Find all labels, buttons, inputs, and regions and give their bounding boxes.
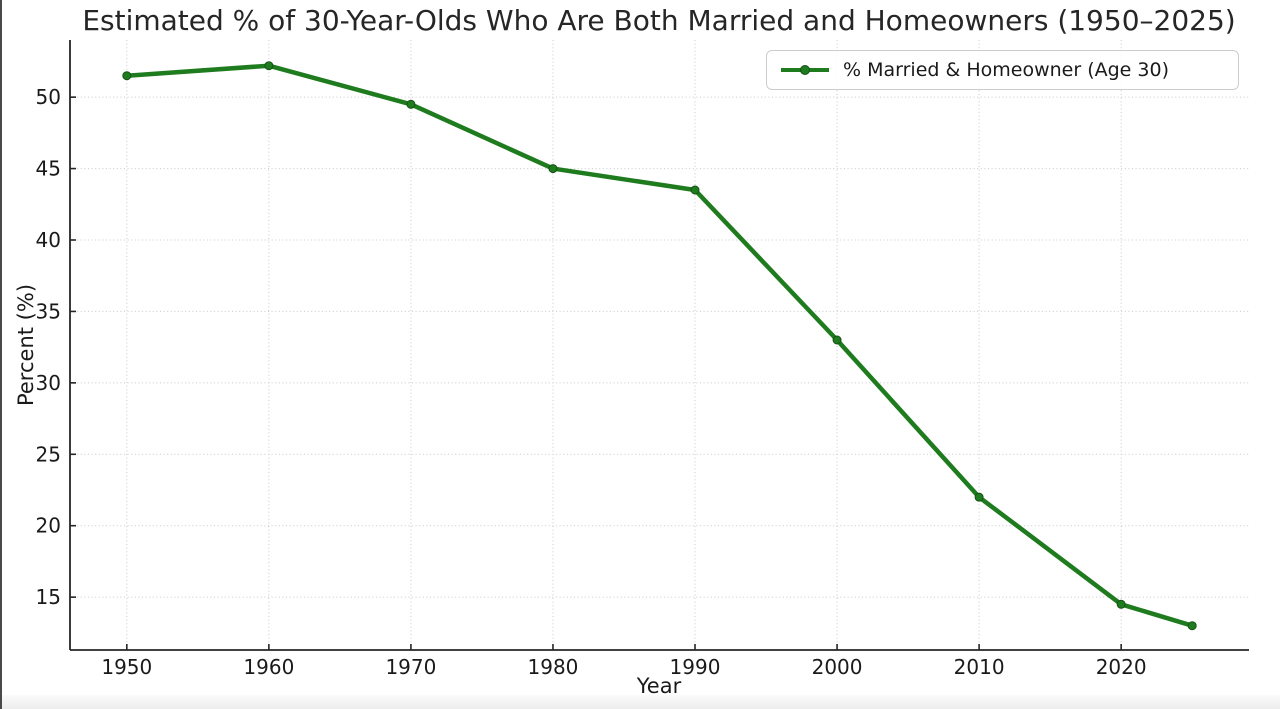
y-tick-label: 45 bbox=[36, 157, 61, 181]
x-tick-label: 1980 bbox=[528, 655, 579, 679]
data-point-marker bbox=[406, 99, 416, 109]
y-tick-label: 40 bbox=[36, 228, 61, 252]
data-point-marker bbox=[548, 164, 558, 174]
chart-title: Estimated % of 30-Year-Olds Who Are Both… bbox=[82, 4, 1236, 37]
y-tick-label: 50 bbox=[36, 85, 61, 109]
data-point-marker bbox=[690, 185, 700, 195]
legend-box: % Married & Homeowner (Age 30) bbox=[766, 50, 1239, 90]
x-tick-label: 2000 bbox=[812, 655, 863, 679]
x-axis-label: Year bbox=[636, 674, 682, 698]
data-line bbox=[124, 63, 1195, 628]
x-tick-label: 1970 bbox=[385, 655, 436, 679]
data-point-marker bbox=[1116, 599, 1126, 609]
x-tick-label: 1990 bbox=[670, 655, 721, 679]
y-axis-label: Percent (%) bbox=[14, 283, 38, 407]
data-point-marker bbox=[122, 71, 132, 81]
y-tick-label: 20 bbox=[36, 514, 61, 538]
legend-series-label: % Married & Homeowner (Age 30) bbox=[843, 59, 1169, 81]
x-tick-label: 1950 bbox=[101, 655, 152, 679]
x-tick-label: 2010 bbox=[954, 655, 1005, 679]
y-tick-label: 35 bbox=[36, 299, 61, 323]
y-tick-label: 15 bbox=[36, 585, 61, 609]
legend-line-icon bbox=[781, 65, 829, 75]
x-tick-label: 2020 bbox=[1096, 655, 1147, 679]
y-tick-label: 30 bbox=[36, 371, 61, 395]
y-tick-label: 25 bbox=[36, 442, 61, 466]
data-point-marker bbox=[1187, 621, 1197, 631]
x-tick-label: 1960 bbox=[243, 655, 294, 679]
data-point-marker bbox=[832, 335, 842, 345]
bottom-band bbox=[2, 695, 1280, 709]
data-point-marker bbox=[974, 492, 984, 502]
data-point-marker bbox=[264, 61, 274, 71]
